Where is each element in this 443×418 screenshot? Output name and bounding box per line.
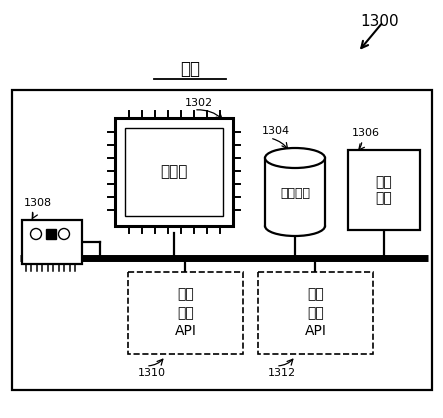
Ellipse shape: [265, 216, 325, 236]
Text: 存储装置: 存储装置: [280, 187, 310, 200]
Text: 装置: 装置: [180, 60, 200, 78]
Bar: [12, 90, 432, 390]
Bar: [46, 229, 56, 239]
Text: 1300: 1300: [360, 14, 399, 29]
Text: 1306: 1306: [352, 128, 380, 138]
Bar: [128, 272, 243, 354]
Text: 1308: 1308: [24, 198, 52, 208]
Text: 1312: 1312: [268, 368, 296, 378]
Text: 1302: 1302: [185, 98, 213, 108]
Bar: [348, 150, 420, 230]
Bar: [115, 118, 233, 226]
Text: 1310: 1310: [138, 368, 166, 378]
Bar: [22, 220, 82, 264]
Text: 装置
配备
API: 装置 配备 API: [175, 288, 196, 339]
Circle shape: [31, 229, 42, 240]
Text: 安全
模块: 安全 模块: [376, 175, 392, 205]
Circle shape: [58, 229, 70, 240]
Text: 1304: 1304: [262, 126, 290, 136]
Ellipse shape: [265, 148, 325, 168]
Text: 处理器: 处理器: [160, 165, 188, 179]
Text: 装置
管理
API: 装置 管理 API: [304, 288, 326, 339]
Bar: [258, 272, 373, 354]
Bar: [125, 128, 223, 216]
Bar: [265, 158, 325, 226]
